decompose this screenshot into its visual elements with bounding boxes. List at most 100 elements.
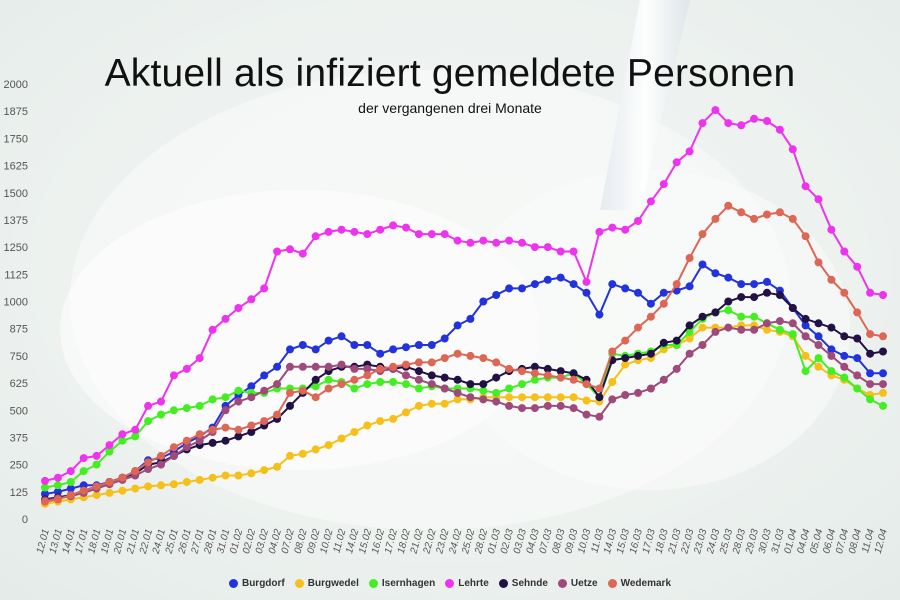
data-point[interactable] — [672, 158, 681, 167]
data-point[interactable] — [234, 397, 243, 406]
data-point[interactable] — [763, 277, 771, 286]
data-point[interactable] — [840, 362, 849, 371]
data-point[interactable] — [608, 280, 617, 289]
data-point[interactable] — [492, 291, 501, 299]
data-point[interactable] — [350, 428, 359, 436]
data-point[interactable] — [492, 358, 501, 367]
data-point[interactable] — [350, 227, 359, 236]
legend-item-lehrte[interactable]: Lehrte — [445, 578, 489, 589]
data-point[interactable] — [324, 384, 333, 393]
data-point[interactable] — [698, 323, 707, 332]
data-point[interactable] — [518, 380, 526, 389]
data-point[interactable] — [105, 441, 114, 450]
data-point[interactable] — [827, 323, 836, 332]
data-point[interactable] — [479, 297, 488, 306]
data-point[interactable] — [737, 208, 746, 217]
data-point[interactable] — [840, 351, 849, 360]
data-point[interactable] — [530, 369, 539, 378]
data-point[interactable] — [685, 327, 694, 336]
data-point[interactable] — [208, 395, 217, 404]
data-point[interactable] — [273, 362, 282, 371]
data-point[interactable] — [492, 373, 501, 382]
data-point[interactable] — [595, 384, 604, 393]
data-point[interactable] — [79, 454, 88, 463]
data-point[interactable] — [247, 421, 256, 430]
data-point[interactable] — [595, 412, 604, 421]
data-point[interactable] — [208, 473, 217, 482]
data-point[interactable] — [389, 414, 398, 423]
data-point[interactable] — [298, 249, 307, 258]
data-point[interactable] — [518, 238, 526, 247]
data-point[interactable] — [569, 280, 578, 289]
data-point[interactable] — [350, 364, 359, 373]
data-point[interactable] — [763, 325, 771, 334]
data-point[interactable] — [724, 323, 733, 332]
data-point[interactable] — [879, 388, 887, 397]
data-point[interactable] — [556, 401, 565, 410]
data-point[interactable] — [247, 295, 256, 304]
data-point[interactable] — [724, 201, 733, 210]
data-point[interactable] — [646, 299, 655, 308]
data-point[interactable] — [169, 451, 178, 460]
data-point[interactable] — [260, 284, 269, 293]
data-point[interactable] — [556, 373, 565, 382]
data-point[interactable] — [724, 306, 733, 315]
data-point[interactable] — [337, 380, 346, 389]
data-point[interactable] — [698, 119, 707, 128]
data-point[interactable] — [479, 386, 488, 395]
data-point[interactable] — [453, 321, 462, 330]
data-point[interactable] — [234, 304, 243, 312]
data-point[interactable] — [221, 436, 230, 445]
data-point[interactable] — [105, 478, 114, 486]
data-point[interactable] — [363, 421, 372, 430]
data-point[interactable] — [195, 401, 204, 410]
data-point[interactable] — [273, 380, 282, 389]
data-point[interactable] — [479, 236, 488, 245]
data-point[interactable] — [376, 417, 385, 426]
data-point[interactable] — [814, 332, 823, 341]
data-point[interactable] — [492, 397, 501, 406]
data-point[interactable] — [737, 312, 746, 321]
data-point[interactable] — [763, 288, 771, 297]
data-point[interactable] — [505, 384, 514, 393]
data-point[interactable] — [311, 232, 320, 241]
data-point[interactable] — [350, 384, 359, 393]
data-point[interactable] — [92, 460, 101, 469]
data-point[interactable] — [92, 491, 101, 500]
data-point[interactable] — [646, 197, 655, 206]
data-point[interactable] — [621, 354, 630, 363]
data-point[interactable] — [518, 393, 526, 402]
data-point[interactable] — [763, 117, 771, 125]
data-point[interactable] — [118, 486, 127, 495]
data-point[interactable] — [324, 441, 333, 450]
legend-item-burgwedel[interactable]: Burgwedel — [294, 578, 359, 589]
data-point[interactable] — [440, 230, 449, 239]
data-point[interactable] — [427, 399, 436, 408]
data-point[interactable] — [144, 482, 153, 491]
data-point[interactable] — [685, 334, 694, 343]
data-point[interactable] — [595, 393, 604, 402]
data-point[interactable] — [737, 325, 746, 334]
data-point[interactable] — [479, 395, 488, 404]
data-point[interactable] — [724, 273, 733, 282]
data-point[interactable] — [582, 396, 591, 405]
data-point[interactable] — [827, 351, 836, 360]
data-point[interactable] — [337, 434, 346, 443]
data-point[interactable] — [814, 195, 823, 204]
data-point[interactable] — [363, 230, 372, 239]
data-point[interactable] — [543, 364, 552, 373]
data-point[interactable] — [879, 369, 887, 378]
data-point[interactable] — [569, 369, 578, 378]
data-point[interactable] — [801, 182, 810, 191]
data-point[interactable] — [518, 404, 526, 413]
data-point[interactable] — [453, 388, 462, 397]
data-point[interactable] — [221, 314, 230, 323]
data-point[interactable] — [376, 364, 385, 373]
data-point[interactable] — [775, 317, 784, 326]
data-point[interactable] — [775, 291, 784, 299]
data-point[interactable] — [853, 262, 862, 271]
data-point[interactable] — [53, 495, 62, 504]
data-point[interactable] — [66, 467, 75, 476]
data-point[interactable] — [518, 367, 526, 376]
data-point[interactable] — [376, 225, 385, 234]
